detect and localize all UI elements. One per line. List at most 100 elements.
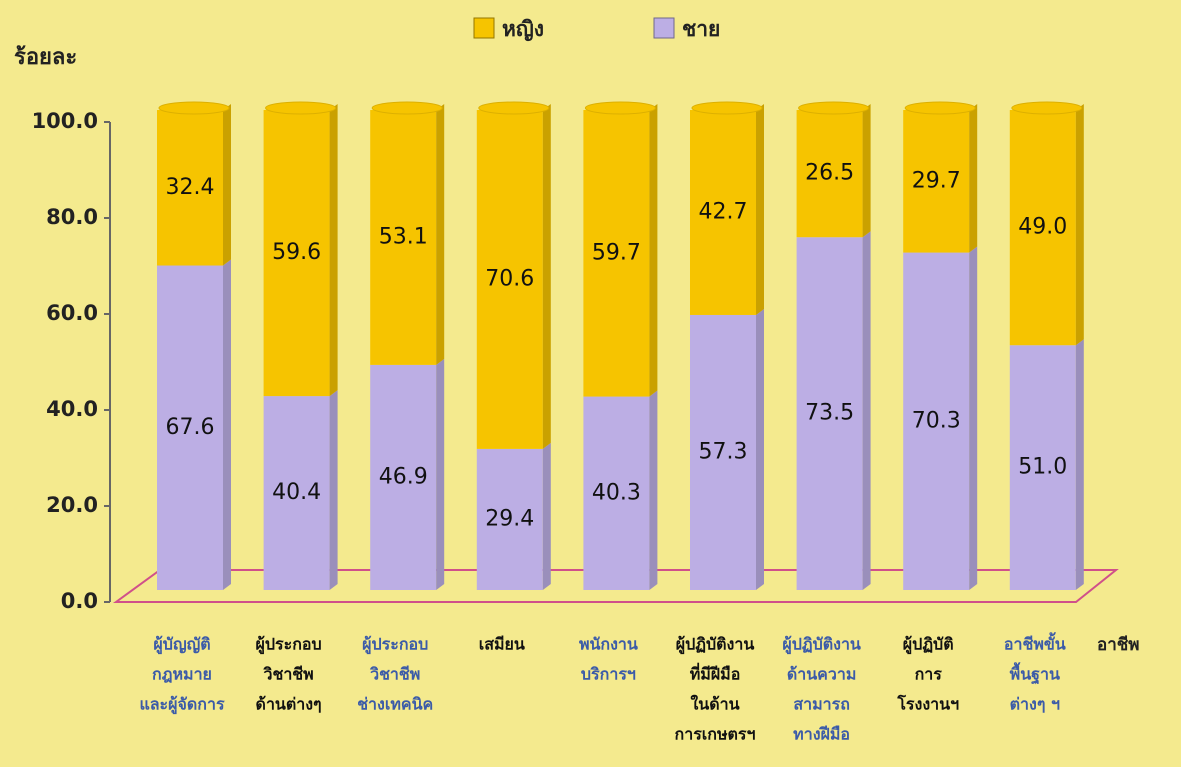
bar-segment [157, 265, 223, 590]
bar-segment [903, 110, 970, 253]
x-tick-label: กฎหมาย [152, 665, 212, 684]
value-label: 70.3 [912, 408, 961, 433]
x-tick-label: ผู้ประกอบ [362, 635, 428, 656]
bar-cap [478, 101, 550, 115]
x-tick-label: ผู้ปฏิบัติงาน [782, 635, 861, 656]
bar-segment [690, 110, 756, 315]
bar-side [756, 308, 764, 590]
value-label: 67.6 [166, 415, 215, 440]
bar-cap [265, 101, 337, 115]
x-tick-label: โรงงานฯ [896, 694, 959, 714]
bar-segment [1009, 110, 1076, 346]
x-tick-label: ในด้าน [690, 695, 739, 714]
x-tick-label: ผู้ปฏิบัติงาน [676, 635, 755, 656]
x-axis-title: อาชีพ [1097, 634, 1140, 655]
x-tick-label: และผู้จัดการ [139, 695, 225, 716]
x-tick-label: การเกษตรฯ [675, 725, 756, 744]
bar-side [969, 104, 978, 253]
bar-side [223, 259, 231, 590]
bar-segment [476, 110, 543, 449]
bar-side [436, 358, 445, 590]
value-label: 26.5 [805, 161, 854, 186]
bar-side [542, 104, 551, 449]
legend-swatch [473, 17, 495, 39]
bar-side [649, 104, 658, 397]
bar-side [862, 104, 871, 238]
bar-side [969, 246, 978, 590]
bar-cap [1011, 101, 1083, 115]
y-tick-label: 0.0 [61, 589, 98, 613]
x-tick-label: ทางฝีมือ [793, 725, 850, 744]
bar-segment [157, 110, 223, 266]
bar-cap [691, 101, 763, 115]
y-axis-title: ร้อยละ [14, 45, 77, 70]
bar-cap [798, 101, 870, 115]
value-label: 70.6 [485, 266, 534, 291]
bar-side [649, 390, 658, 590]
bar-segment [263, 396, 330, 590]
bar-segment [476, 448, 543, 590]
y-tick-label: 100.0 [32, 109, 98, 133]
x-tick-label: ผู้บัญญัติ [153, 635, 210, 656]
bar-segment [583, 396, 650, 590]
value-label: 40.3 [592, 480, 641, 505]
bar-cap [584, 101, 656, 115]
bar-side [436, 104, 445, 365]
x-tick-label: พื้นฐาน [1010, 662, 1060, 685]
bar-side [1075, 104, 1084, 346]
value-label: 53.1 [379, 224, 428, 249]
value-label: 57.3 [699, 439, 748, 464]
floor [112, 569, 1119, 603]
legend-label: หญิง [502, 17, 544, 42]
value-label: 51.0 [1018, 455, 1067, 480]
bar-segment [583, 110, 650, 397]
value-label: 29.7 [912, 168, 961, 193]
bar-side [223, 104, 231, 266]
bar-cap [904, 101, 976, 115]
bar-segment [1009, 345, 1076, 590]
y-tick-label: 80.0 [46, 205, 98, 229]
x-tick-label: ด้านต่างๆ [256, 695, 322, 714]
x-tick-label: ด้านความ [787, 665, 857, 684]
bar-segment [263, 110, 330, 397]
bar-side [329, 390, 338, 590]
legend-label: ชาย [682, 17, 720, 41]
x-tick-label: สามารถ [793, 695, 850, 714]
x-tick-label: ผู้ปฏิบัติ [903, 635, 954, 656]
value-label: 59.7 [592, 240, 641, 265]
bar-cap [371, 101, 443, 115]
bar-side [329, 104, 338, 397]
value-label: 59.6 [272, 240, 321, 265]
value-label: 32.4 [166, 175, 215, 200]
bar-segment [796, 110, 863, 238]
y-tick-label: 20.0 [46, 493, 98, 517]
x-tick-label: ที่มีฝีมือ [690, 663, 741, 684]
bar-side [542, 442, 551, 590]
bar-segment [903, 252, 970, 590]
x-tick-label: ช่างเทคนิค [357, 695, 433, 714]
x-tick-label: บริการฯ [581, 665, 636, 684]
x-tick-label: วิชาชีพ [262, 665, 313, 684]
bar-cap [158, 101, 230, 115]
x-tick-label: การ [915, 665, 943, 684]
bar-segment [796, 237, 863, 590]
value-label: 46.9 [379, 464, 428, 489]
value-label: 42.7 [699, 199, 748, 224]
bar-side [1075, 339, 1084, 590]
x-tick-label: อาชีพขั้น [1004, 632, 1066, 654]
value-label: 40.4 [272, 480, 321, 505]
legend-swatch [653, 17, 675, 39]
value-label: 49.0 [1018, 215, 1067, 240]
value-label: 29.4 [485, 506, 534, 531]
bar-side [862, 231, 871, 590]
bar-segment [690, 314, 756, 590]
x-tick-label: เสมียน [479, 635, 525, 654]
x-tick-label: พนักงาน [579, 635, 638, 654]
y-tick-label: 60.0 [46, 301, 98, 325]
x-tick-label: วิชาชีพ [369, 665, 420, 684]
bar-segment [370, 110, 437, 365]
y-tick-label: 40.0 [46, 397, 98, 421]
x-tick-label: ต่างๆ ฯ [1010, 695, 1060, 714]
bar-side [756, 104, 764, 315]
